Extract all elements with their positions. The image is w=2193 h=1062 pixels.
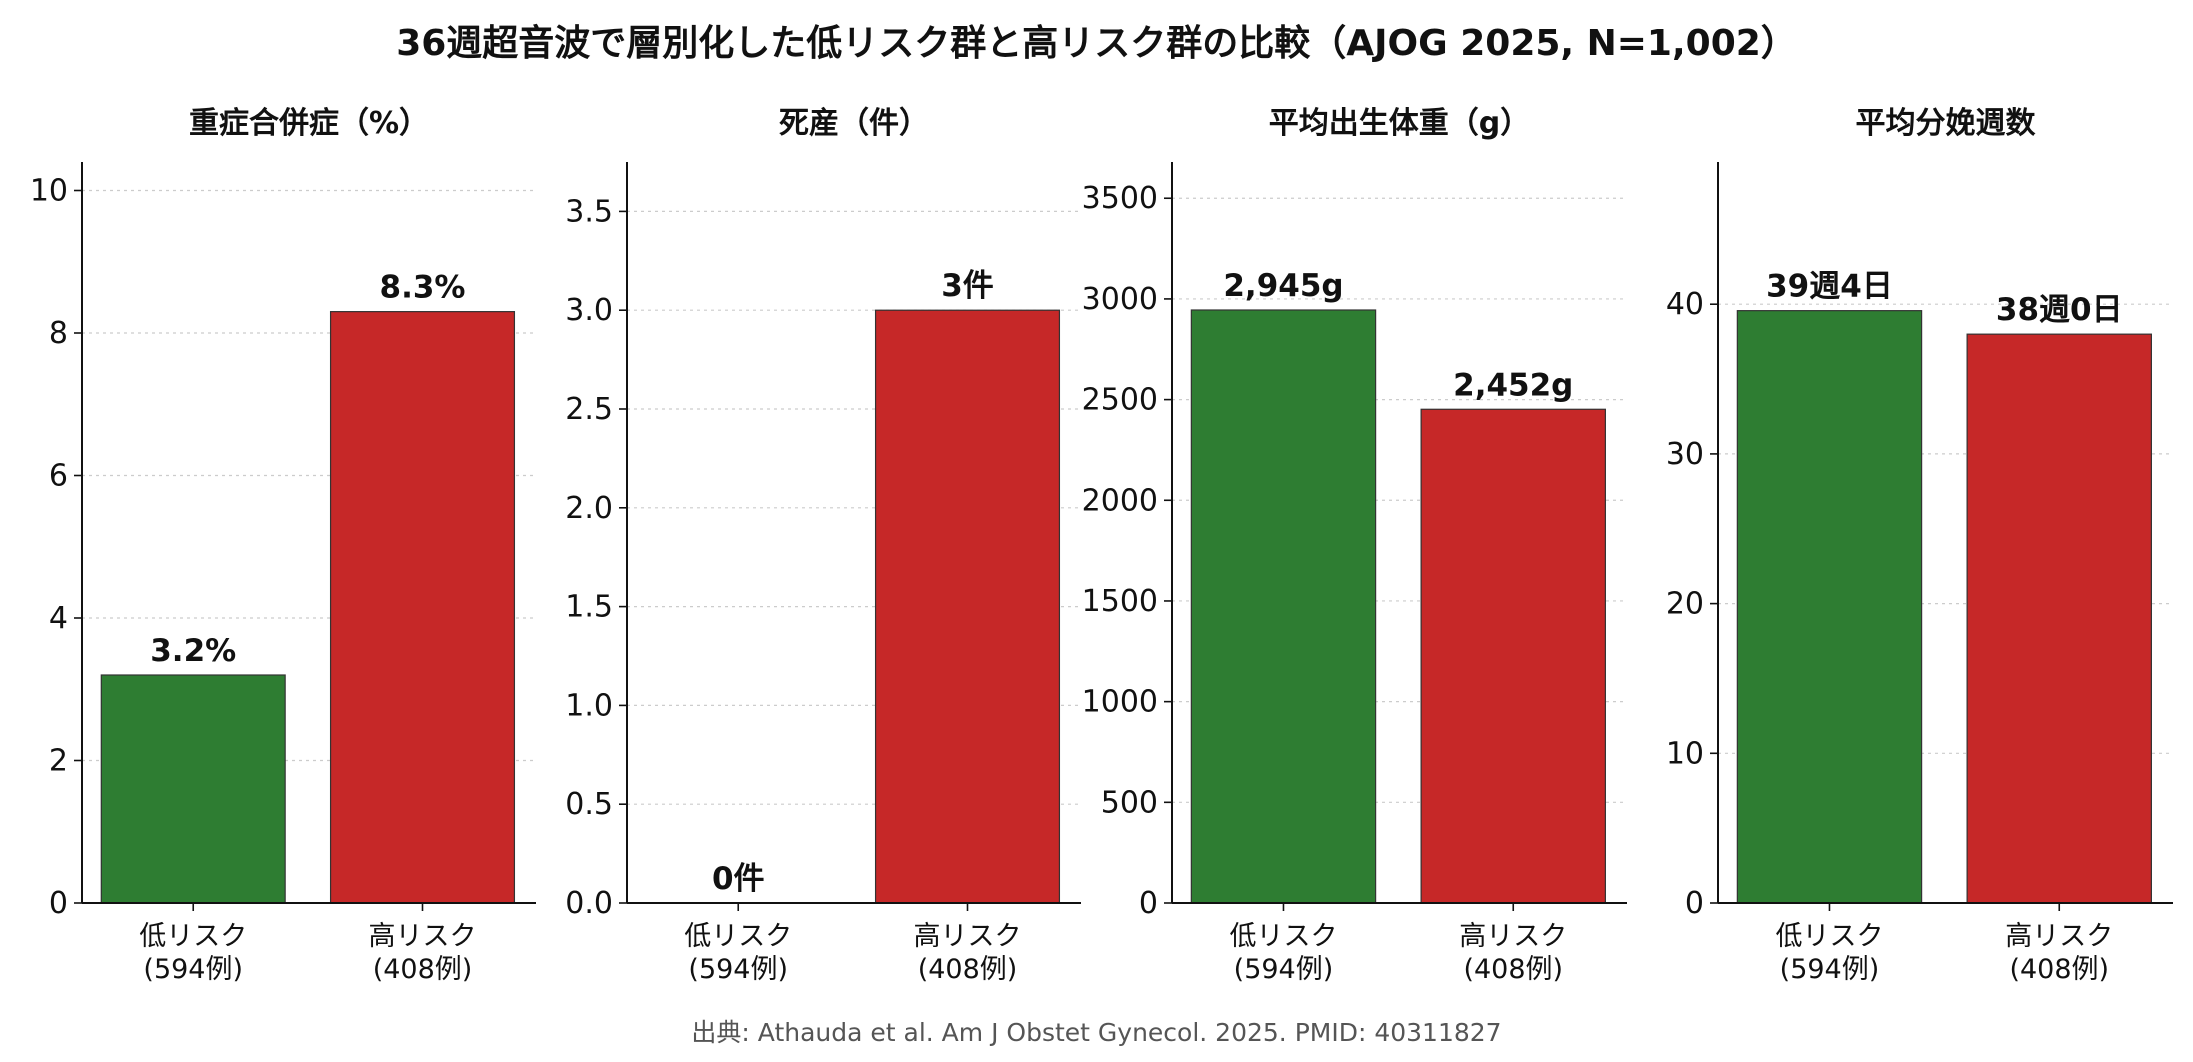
- bar: [1966, 333, 2152, 904]
- bar: [1736, 310, 1923, 904]
- y-tick-label: 10: [30, 174, 68, 209]
- subplot-4: 平均分娩週数01020304039週4日低リスク(594例)38週0日高リスク(…: [1666, 106, 2173, 985]
- subplot-title: 平均分娩週数: [1856, 106, 2037, 141]
- y-tick-label: 2.0: [565, 491, 613, 526]
- y-tick-label: 0: [1139, 886, 1158, 921]
- x-tick-label-line: (408例): [373, 954, 473, 985]
- x-tick-label-line: (408例): [2009, 954, 2109, 985]
- subplot-1: 重症合併症（%） 0 2 4 6 8 10 3.2% 低リスク(594例) 8.3% 高リスク(40…: [30, 106, 536, 985]
- y-tick-label: 1500: [1082, 584, 1158, 619]
- data-label: 39週4日: [1766, 269, 1893, 305]
- x-tick-label-line: 高リスク: [369, 921, 477, 952]
- y-tick-label: 6: [49, 459, 68, 494]
- x-tick-label-line: (594例): [1780, 954, 1880, 985]
- y-tick-label: 1.5: [565, 590, 613, 625]
- x-tick-label: 低リスク(594例): [1229, 921, 1337, 985]
- bar: [329, 311, 516, 904]
- x-tick-label-line: (594例): [143, 954, 243, 985]
- x-tick-label-line: (594例): [1234, 954, 1334, 985]
- subplot-3: 平均出生体重（g） 0 500 1000 1500 2000 2500 3000 3500 2,9…: [1082, 106, 1627, 985]
- x-tick-label: 低リスク(594例): [139, 921, 247, 985]
- x-tick-label: 高リスク(408例): [914, 921, 1022, 985]
- data-label: 8.3%: [380, 270, 466, 306]
- data-label: 2,945g: [1223, 268, 1343, 304]
- y-tick-label: 0: [1685, 886, 1704, 921]
- subplot-title: 平均出生体重（g）: [1269, 106, 1530, 141]
- y-tick-label: 30: [1666, 437, 1704, 472]
- source-citation: 出典: Athauda et al. Am J Obstet Gynecol. …: [691, 1018, 1502, 1047]
- y-tick-label: 8: [49, 316, 68, 351]
- subplot-title: 重症合併症（%）: [189, 106, 429, 141]
- x-tick-label-line: (408例): [918, 954, 1018, 985]
- y-tick-label: 1000: [1082, 685, 1158, 720]
- y-tick-label: 1.0: [565, 688, 613, 723]
- data-label: 38週0日: [1996, 292, 2123, 328]
- y-tick-label: 10: [1666, 736, 1704, 771]
- y-tick-label: 40: [1666, 287, 1704, 322]
- data-label: 2,452g: [1453, 367, 1573, 403]
- y-tick-label: 2500: [1082, 383, 1158, 418]
- y-tick-label: 2: [49, 744, 68, 779]
- y-tick-label: 0.0: [565, 886, 613, 921]
- y-tick-label: 3500: [1082, 181, 1158, 216]
- y-tick-label: 3000: [1082, 282, 1158, 317]
- data-label: 3.2%: [150, 633, 236, 669]
- x-tick-label-line: 高リスク: [2005, 921, 2113, 952]
- x-tick-label-line: (408例): [1463, 954, 1563, 985]
- x-tick-label: 低リスク(594例): [1775, 921, 1883, 985]
- bar: [874, 309, 1061, 904]
- y-tick-label: 2.5: [565, 392, 613, 427]
- y-tick-label: 2000: [1082, 483, 1158, 518]
- x-tick-label-line: 低リスク: [684, 921, 792, 952]
- data-label: 0件: [712, 861, 765, 897]
- subplot-2: 死産（件） 0.0 0.5 1.0 1.5 2.0 2.5 3.0 3.5 0件低リスク(594例…: [565, 106, 1081, 985]
- y-tick-label: 500: [1101, 785, 1158, 820]
- x-tick-label: 高リスク(408例): [1459, 921, 1567, 985]
- y-tick-label: 3.5: [565, 194, 613, 229]
- x-tick-label-line: 高リスク: [914, 921, 1022, 952]
- data-label: 3件: [941, 268, 994, 304]
- y-tick-label: 0.5: [565, 787, 613, 822]
- x-tick-label: 低リスク(594例): [684, 921, 792, 985]
- x-tick-label-line: (594例): [688, 954, 788, 985]
- bar: [1190, 309, 1377, 904]
- bar: [1420, 408, 1606, 904]
- figure-title: 36週超音波で層別化した低リスク群と高リスク群の比較（AJOG 2025, N=…: [396, 23, 1797, 64]
- x-tick-label-line: 高リスク: [1459, 921, 1567, 952]
- y-tick-label: 3.0: [565, 293, 613, 328]
- y-tick-label: 20: [1666, 587, 1704, 622]
- y-tick-label: 0: [49, 886, 68, 921]
- x-tick-label-line: 低リスク: [139, 921, 247, 952]
- bar: [100, 674, 286, 904]
- y-tick-label: 4: [49, 601, 68, 636]
- subplot-title: 死産（件）: [779, 106, 929, 141]
- x-tick-label: 高リスク(408例): [369, 921, 477, 985]
- x-tick-label: 高リスク(408例): [2005, 921, 2113, 985]
- x-tick-label-line: 低リスク: [1775, 921, 1883, 952]
- x-tick-label-line: 低リスク: [1229, 921, 1337, 952]
